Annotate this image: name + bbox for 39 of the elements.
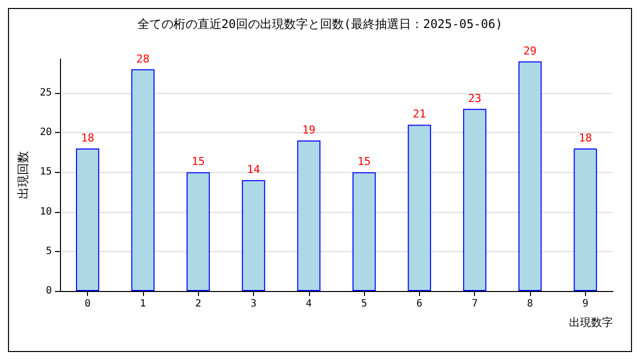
data-label: 23 <box>468 92 482 105</box>
x-tick-label: 1 <box>140 298 146 310</box>
x-axis-title: 出現数字 <box>569 316 613 329</box>
bar <box>574 148 597 291</box>
data-label: 18 <box>80 131 94 144</box>
y-tick-label: 10 <box>40 206 52 218</box>
x-tick-label: 5 <box>361 298 368 310</box>
y-axis-title: 出現回数 <box>16 151 30 199</box>
y-tick-label: 25 <box>40 88 52 99</box>
bar <box>408 124 432 291</box>
data-label: 21 <box>412 108 426 121</box>
x-tick-label: 3 <box>250 298 257 310</box>
y-tick-label: 20 <box>40 127 52 138</box>
data-label: 15 <box>358 155 371 168</box>
data-label: 28 <box>136 52 150 66</box>
data-label: 18 <box>578 131 592 144</box>
x-tick-label: 0 <box>84 298 91 310</box>
data-label: 14 <box>246 163 261 176</box>
x-tick-label: 9 <box>582 298 588 310</box>
bar <box>76 148 100 291</box>
data-label: 19 <box>302 124 316 137</box>
data-label: 15 <box>192 155 205 168</box>
x-tick-label: 4 <box>306 298 312 310</box>
bar <box>463 108 486 291</box>
y-tick-label: 5 <box>46 246 52 257</box>
bar <box>518 61 542 291</box>
x-tick-label: 7 <box>472 298 478 310</box>
bar <box>186 172 210 291</box>
bar <box>352 172 376 291</box>
bar <box>242 180 266 291</box>
y-tick-label: 15 <box>40 166 52 178</box>
y-tick-label: 0 <box>46 286 52 296</box>
x-tick-label: 8 <box>527 298 534 310</box>
data-label: 29 <box>523 44 537 58</box>
x-tick-label: 6 <box>416 298 422 310</box>
chart-title: 全ての桁の直近20回の出現数字と回数(最終抽選日：2025-05-06) <box>137 17 503 31</box>
x-tick-label: 2 <box>195 298 202 310</box>
bar <box>297 140 320 291</box>
bar <box>131 69 155 291</box>
